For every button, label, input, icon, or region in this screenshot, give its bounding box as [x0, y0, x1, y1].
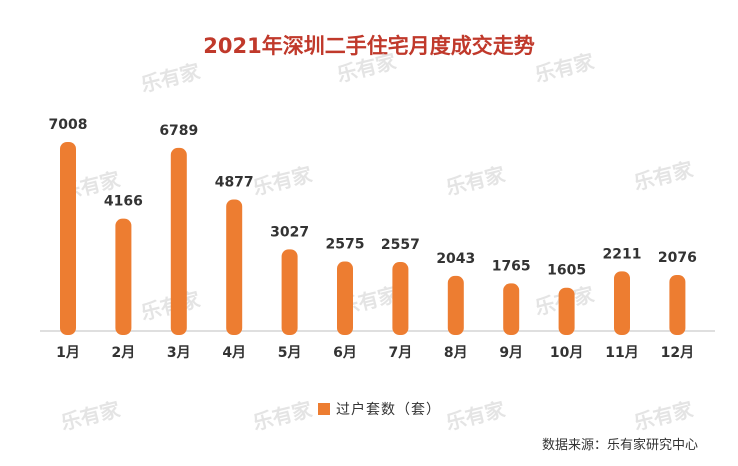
legend-label: 过户套数（套）: [336, 402, 441, 418]
data-label: 1765: [492, 258, 531, 274]
x-tick-label: 12月: [661, 345, 694, 361]
data-label: 2211: [603, 246, 642, 262]
x-tick-label: 10月: [550, 345, 583, 361]
bar: [447, 275, 464, 335]
legend: 过户套数（套）: [318, 399, 441, 419]
data-label: 6789: [159, 123, 198, 139]
x-tick-label: 5月: [278, 345, 302, 361]
x-tick-label: 7月: [389, 345, 413, 361]
watermark-logo: 乐有家: [443, 397, 508, 435]
x-tick-label: 2月: [112, 345, 136, 361]
x-tick-label: 11月: [605, 345, 638, 361]
bar: [392, 262, 409, 335]
bar: [558, 287, 575, 335]
data-label: 7008: [49, 117, 88, 133]
data-label: 2076: [658, 250, 697, 266]
x-tick-label: 3月: [167, 345, 191, 361]
data-label: 2043: [436, 251, 475, 267]
data-label: 3027: [270, 224, 309, 240]
data-label: 2575: [326, 237, 365, 253]
source-note: 数据来源：乐有家研究中心: [541, 438, 698, 453]
bar: [503, 283, 520, 335]
data-label: 4166: [104, 194, 143, 210]
bar: [170, 147, 187, 335]
data-label: 2557: [381, 237, 420, 253]
x-tick-label: 9月: [499, 345, 523, 361]
bar: [60, 142, 76, 335]
watermark-logo: 乐有家: [58, 397, 123, 435]
chart-title: 2021年深圳二手住宅月度成交走势: [203, 34, 535, 58]
x-tick-label: 4月: [222, 345, 246, 361]
bar: [669, 275, 686, 335]
x-tick-label: 8月: [444, 345, 468, 361]
x-tick-label: 1月: [56, 345, 80, 361]
x-tick-label: 6月: [333, 345, 357, 361]
bar: [614, 271, 630, 335]
watermark-logo: 乐有家: [631, 397, 696, 435]
bar: [337, 261, 353, 335]
data-label: 1605: [547, 263, 586, 279]
watermark-logo: 乐有家: [250, 397, 315, 435]
bar-chart: 7008 1月 4166 2月 6789 3月 4877 4月 3027 5月 2575 6月 2557…: [40, 117, 715, 361]
bar: [115, 218, 132, 335]
bar: [281, 249, 298, 335]
data-label: 4877: [215, 174, 254, 190]
legend-swatch: [318, 403, 330, 415]
bar: [226, 199, 243, 335]
